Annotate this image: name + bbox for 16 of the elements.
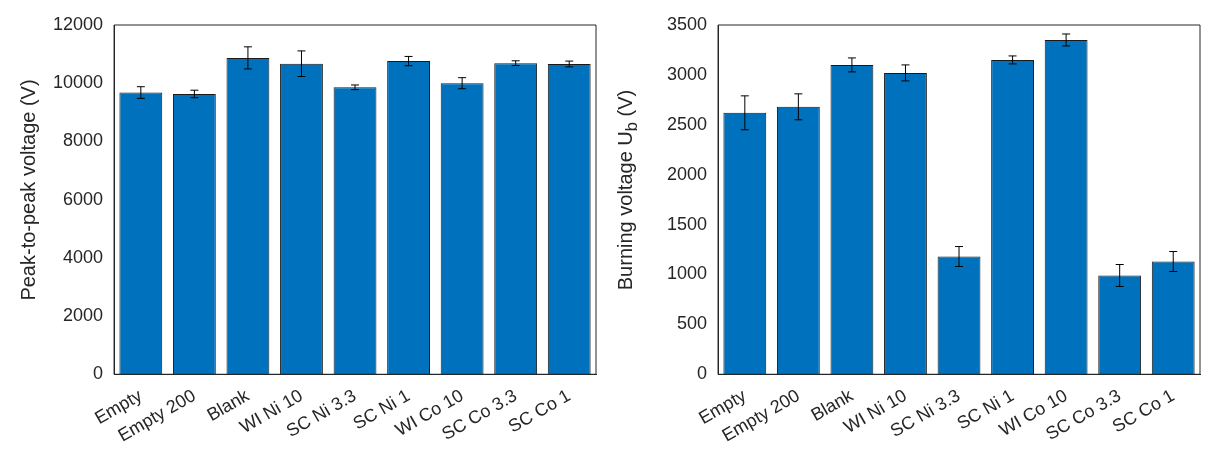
y-tick-label: 1500 (667, 213, 708, 234)
y-tick-label: 500 (677, 313, 708, 334)
y-tick-label: 2000 (667, 163, 708, 184)
y-tick-label: 4000 (63, 246, 104, 267)
y-tick-label: 12000 (52, 13, 104, 34)
y-tick-label: 2500 (667, 113, 708, 134)
y-tick-label: 1000 (667, 263, 708, 284)
y-tick-label: 3500 (667, 13, 708, 34)
y-tick-label: 6000 (63, 188, 104, 209)
y-tick-label: 2000 (63, 305, 104, 326)
y-tick-label: 3000 (667, 63, 708, 84)
y-tick-label: 0 (93, 363, 104, 384)
y-tick-label: 10000 (52, 72, 104, 93)
y-tick-label: 8000 (63, 130, 104, 151)
y-axis-title: Peak-to-peak voltage (V) (16, 79, 40, 301)
y-tick-label: 0 (697, 363, 708, 384)
